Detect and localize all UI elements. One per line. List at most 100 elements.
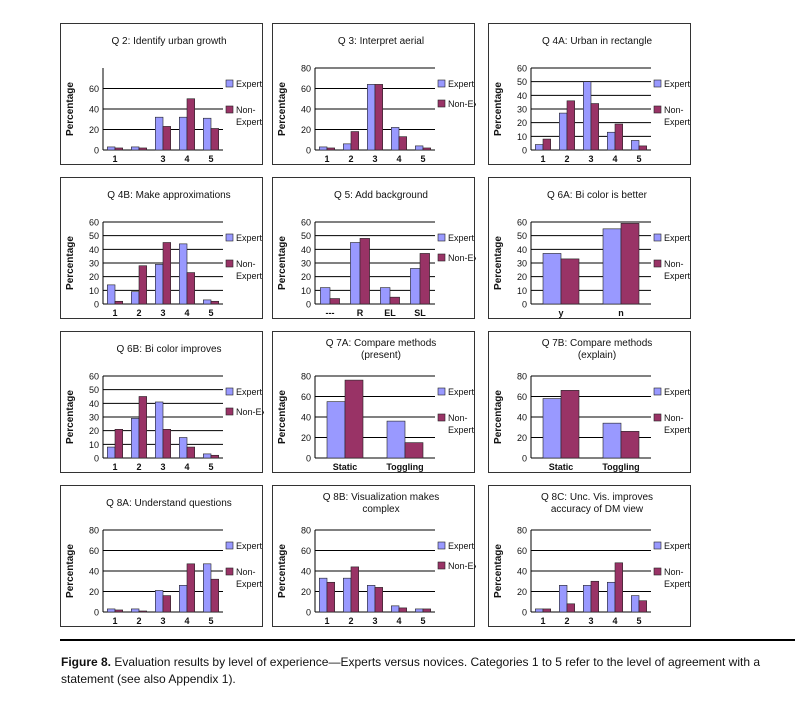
legend-label-expert: Expert	[448, 387, 475, 397]
bar-non-expert-2	[566, 100, 575, 151]
bar-expert-1	[107, 146, 116, 151]
bar-non-expert-1	[542, 608, 551, 613]
y-tick-label: 80	[517, 372, 527, 382]
bar-non-expert-Static	[560, 390, 580, 459]
x-tick-label: 1	[540, 616, 545, 626]
bar-expert-2	[343, 143, 352, 151]
bar-expert-1	[319, 146, 328, 151]
bar-expert-y	[542, 253, 562, 305]
x-tick-label: 3	[372, 154, 377, 164]
y-axis-label: Percentage	[65, 390, 76, 444]
bar-non-expert-4	[398, 607, 407, 613]
bar-non-expert-y	[560, 258, 580, 305]
x-tick-label: n	[618, 308, 624, 318]
bar-non-expert-3	[162, 242, 171, 305]
y-tick-label: 20	[89, 426, 99, 436]
chart-title: Q 2: Identify urban growth	[111, 36, 226, 47]
x-axis-caption: Not at all ------------- Completely	[105, 473, 222, 474]
x-axis-caption: (R=Road Sl=Slope El=Elevation)	[314, 319, 436, 320]
bar-non-expert-3	[162, 429, 171, 459]
x-tick-label: 5	[208, 462, 213, 472]
bar-non-expert-1	[114, 300, 123, 305]
y-tick-label: 80	[89, 526, 99, 536]
x-tick-label: 4	[184, 154, 189, 164]
y-tick-label: 50	[301, 231, 311, 241]
legend-swatch-expert	[437, 541, 446, 550]
x-axis-caption: Not at all ------------ Completely	[534, 627, 648, 628]
chart-title: accuracy of DM view	[551, 504, 644, 515]
chart-title: Q 4A: Urban in rectangle	[542, 36, 652, 47]
legend-label-expert: Expert	[236, 541, 263, 551]
chart-svg: Q 6B: Bi color improves Percentage 0 10 20 30…	[65, 344, 264, 474]
y-tick-label: 80	[301, 526, 311, 536]
y-tick-label: 0	[306, 300, 311, 310]
bar-expert-3	[155, 590, 164, 613]
bar-expert-3	[155, 264, 164, 305]
chart-title: Q 8A: Understand questions	[106, 498, 232, 509]
x-tick-label: 3	[160, 462, 165, 472]
y-tick-label: 30	[89, 413, 99, 423]
legend-swatch-expert	[437, 79, 446, 88]
bar-expert-5	[203, 299, 212, 305]
bar-non-expert-5	[210, 128, 219, 151]
y-tick-label: 0	[94, 454, 99, 464]
chart-svg: Q 4A: Urban in rectangle Percentage 0 10 20 3…	[493, 36, 691, 166]
bar-expert-3	[155, 401, 164, 459]
y-tick-label: 60	[301, 84, 311, 94]
legend-label-non-expert: Non-	[664, 567, 684, 577]
x-tick-label: Static	[549, 462, 574, 472]
bar-non-expert-3	[590, 103, 599, 151]
chart-panel-6: Q 6A: Bi color is better Percentage 0 10 20 3…	[488, 177, 691, 319]
y-axis-label: Percentage	[277, 544, 288, 598]
chart-title: Q 7B: Compare methods	[542, 338, 653, 349]
y-tick-label: 0	[306, 608, 311, 618]
legend-label-non-expert-cont: Expert	[664, 271, 691, 281]
y-tick-label: 0	[306, 146, 311, 156]
y-tick-label: 80	[517, 526, 527, 536]
bar-expert-4	[607, 581, 616, 613]
chart-panel-5: Q 5: Add background Percentage 0 10 20 30 40 50…	[272, 177, 476, 320]
x-tick-label: 1	[324, 154, 329, 164]
bar-expert-3	[583, 81, 592, 151]
bar-expert-3	[155, 116, 164, 151]
legend-swatch-non-expert	[225, 567, 234, 576]
bar-non-expert-Toggling	[620, 431, 640, 459]
y-tick-label: 60	[517, 392, 527, 402]
x-tick-label: y	[558, 308, 563, 318]
x-tick-label: Toggling	[386, 462, 423, 472]
y-tick-label: 20	[301, 433, 311, 443]
y-axis-label: Percentage	[493, 390, 504, 444]
chart-svg: Q 2: Identify urban growth Percentage 0 20 4…	[65, 36, 263, 166]
y-tick-label: 60	[517, 218, 527, 228]
x-tick-label: 3	[372, 616, 377, 626]
bar-non-expert-4	[186, 563, 195, 613]
bar-expert-5	[631, 595, 640, 613]
y-tick-label: 20	[89, 272, 99, 282]
x-tick-label: 4	[396, 616, 401, 626]
x-tick-label: 2	[564, 616, 569, 626]
bar-expert-1	[107, 608, 116, 613]
legend-swatch-expert	[225, 79, 234, 88]
x-axis-caption: Not at all ------------- Completely	[105, 319, 222, 320]
legend-swatch-expert	[437, 233, 446, 242]
bar-non-expert-2	[138, 265, 147, 305]
legend-label-expert: Expert	[236, 79, 263, 89]
chart-panel-12: Q 8C: Unc. Vis. improves accuracy of DM v…	[488, 485, 691, 628]
legend-label-non-expert: Non-Expert	[236, 407, 264, 417]
legend-label-expert: Expert	[664, 233, 691, 243]
bar-expert-2	[559, 112, 568, 151]
chart-title: Q 7A: Compare methods	[326, 338, 437, 349]
bar-non-expert-5	[210, 578, 219, 613]
legend-swatch-expert	[653, 387, 662, 396]
x-tick-label: 5	[208, 616, 213, 626]
bar-expert-3	[367, 585, 376, 613]
chart-panel-1: Q 2: Identify urban growth Percentage 0 20 4…	[60, 23, 263, 166]
legend-label-non-expert-cont: Expert	[236, 117, 263, 127]
y-tick-label: 30	[89, 259, 99, 269]
y-tick-label: 10	[517, 286, 527, 296]
x-tick-label: 4	[184, 462, 189, 472]
bar-expert-1	[107, 284, 116, 305]
caption-label: Figure 8.	[61, 655, 112, 669]
bar-non-expert-3	[374, 84, 383, 151]
